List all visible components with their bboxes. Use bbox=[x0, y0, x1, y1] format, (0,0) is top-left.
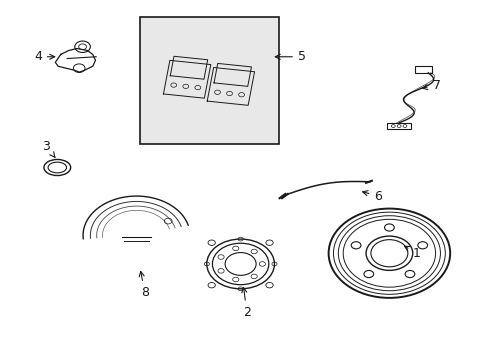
Bar bbox=[140, 18, 278, 144]
Text: 8: 8 bbox=[139, 271, 148, 299]
Text: 6: 6 bbox=[362, 190, 381, 203]
Text: 1: 1 bbox=[404, 246, 420, 260]
Text: 4: 4 bbox=[34, 50, 55, 63]
Bar bbox=[414, 66, 431, 73]
Text: 5: 5 bbox=[275, 50, 305, 63]
Text: 2: 2 bbox=[241, 288, 250, 319]
Text: 7: 7 bbox=[422, 79, 440, 92]
Bar bbox=[386, 123, 410, 129]
Text: 3: 3 bbox=[42, 140, 55, 157]
